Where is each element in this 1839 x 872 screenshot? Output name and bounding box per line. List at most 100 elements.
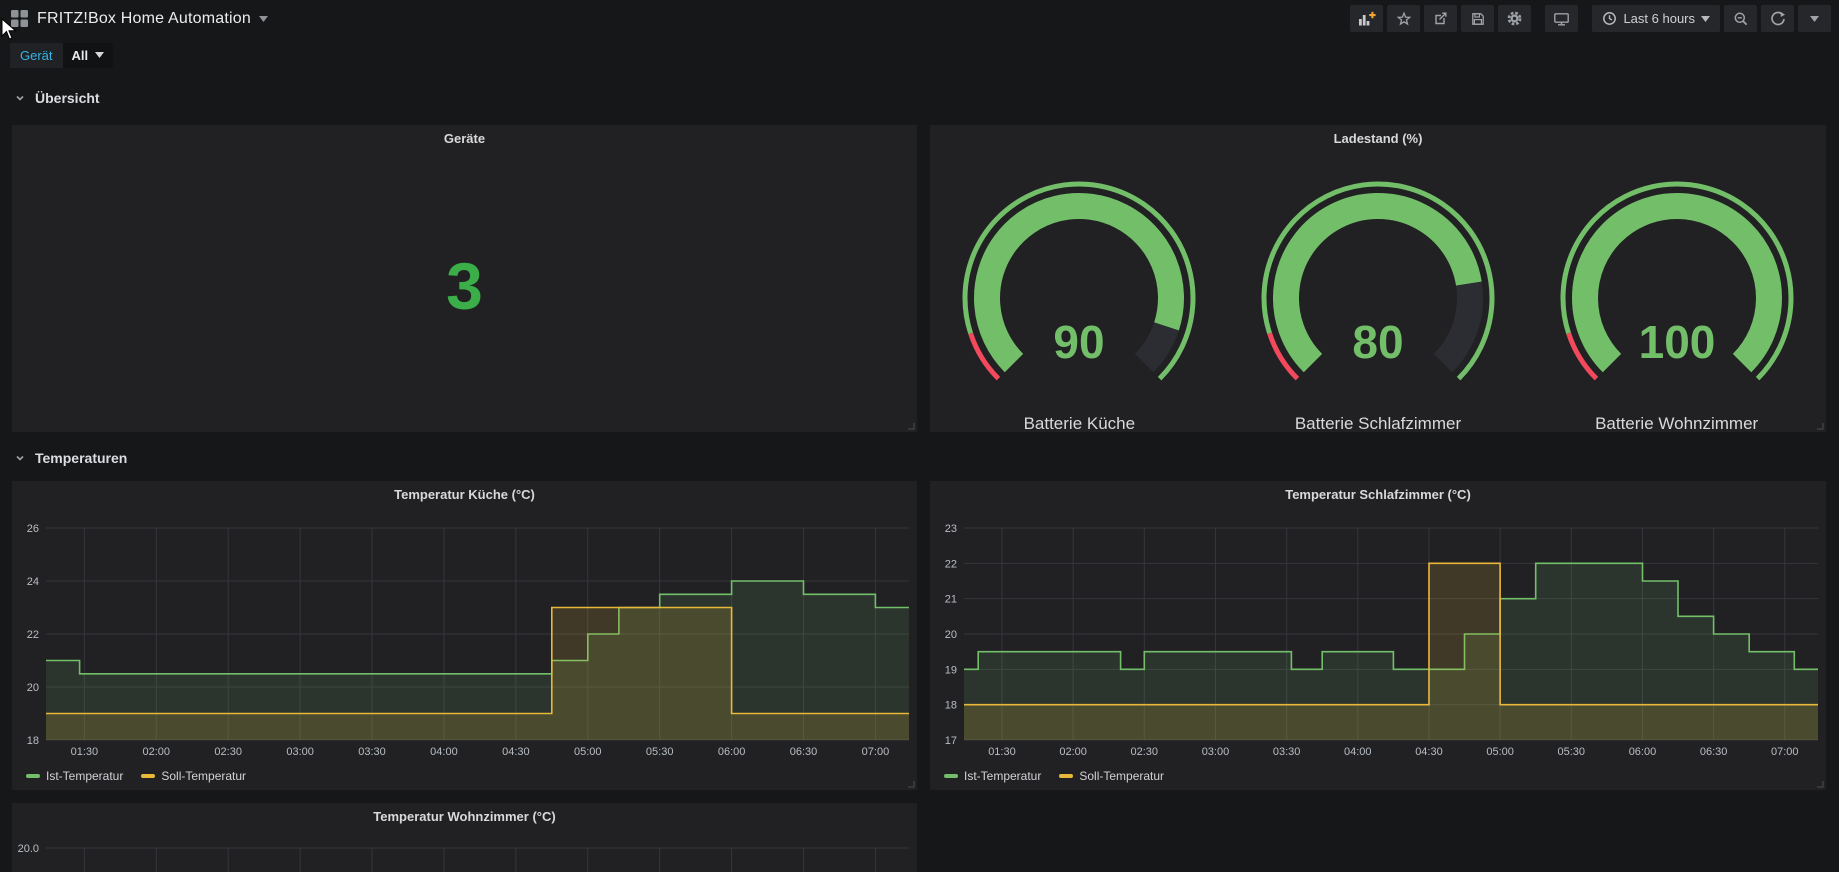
caret-down-icon — [1701, 15, 1710, 22]
variable-value-dropdown[interactable]: All — [62, 42, 114, 68]
svg-text:90: 90 — [1054, 316, 1105, 368]
legend-item[interactable]: Ist-Temperatur — [944, 769, 1041, 783]
refresh-interval-dropdown[interactable] — [1798, 5, 1831, 32]
svg-text:03:30: 03:30 — [358, 746, 386, 758]
svg-text:07:00: 07:00 — [862, 746, 890, 758]
row-header-uebersicht[interactable]: Übersicht — [14, 90, 100, 106]
svg-text:05:00: 05:00 — [1486, 746, 1514, 758]
gauge: 80 Batterie Schlafzimmer — [1230, 163, 1526, 434]
svg-text:24: 24 — [27, 576, 39, 588]
svg-text:02:30: 02:30 — [1131, 746, 1159, 758]
legend-swatch — [944, 774, 958, 778]
svg-text:04:00: 04:00 — [430, 746, 458, 758]
clock-icon — [1603, 12, 1617, 25]
svg-text:06:00: 06:00 — [718, 746, 746, 758]
dashboards-menu-button[interactable] — [10, 9, 29, 28]
svg-text:18: 18 — [945, 700, 957, 712]
zoom-out-time-button[interactable] — [1724, 5, 1757, 32]
svg-text:04:30: 04:30 — [502, 746, 530, 758]
legend-label: Soll-Temperatur — [1079, 769, 1165, 783]
legend-item[interactable]: Soll-Temperatur — [141, 769, 246, 783]
svg-text:01:30: 01:30 — [988, 746, 1016, 758]
variable-label: Gerät — [10, 42, 63, 68]
dashboard-submenu: Gerät All — [0, 37, 1839, 73]
chart-temperatur-wohnzimmer[interactable]: 20.0 — [12, 803, 917, 872]
svg-text:03:30: 03:30 — [1273, 746, 1301, 758]
refresh-icon — [1770, 11, 1785, 25]
chevron-down-icon — [16, 95, 24, 101]
share-dashboard-button[interactable] — [1424, 5, 1458, 32]
add-panel-button[interactable] — [1350, 5, 1384, 32]
panel-resize-handle[interactable] — [907, 780, 915, 788]
svg-text:26: 26 — [27, 523, 39, 535]
panel-title[interactable]: Ladestand (%) — [1333, 131, 1423, 146]
svg-text:02:00: 02:00 — [143, 746, 171, 758]
navbar: FRITZ!Box Home Automation — [0, 0, 1839, 37]
legend-swatch — [1059, 774, 1074, 778]
svg-text:02:30: 02:30 — [214, 746, 242, 758]
svg-text:01:30: 01:30 — [71, 746, 99, 758]
gear-icon — [1508, 11, 1522, 26]
svg-text:04:00: 04:00 — [1344, 746, 1372, 758]
dashboard-settings-button[interactable] — [1498, 5, 1532, 32]
panel-title[interactable]: Geräte — [443, 131, 486, 146]
cycle-view-mode-button[interactable] — [1545, 5, 1579, 32]
add-panel-icon — [1358, 11, 1376, 25]
page-title: FRITZ!Box Home Automation — [37, 9, 251, 27]
row-title: Temperaturen — [35, 450, 128, 466]
gauge-label: Batterie Küche — [1023, 414, 1136, 433]
legend-item[interactable]: Soll-Temperatur — [1059, 769, 1164, 783]
svg-text:02:00: 02:00 — [1059, 746, 1087, 758]
navbar-toolbar: Last 6 hours — [1346, 0, 1831, 37]
chart-legend: Ist-Temperatur Soll-Temperatur — [26, 769, 246, 783]
gauge: 90 Batterie Küche — [931, 163, 1227, 434]
gauge-row: 90 Batterie Küche 80 Batterie Schlafzimmer 1… — [930, 163, 1826, 434]
svg-text:19: 19 — [945, 664, 957, 676]
svg-text:18: 18 — [27, 735, 39, 747]
row-title: Übersicht — [35, 90, 100, 106]
legend-swatch — [26, 774, 40, 778]
dashboard-title-dropdown[interactable]: FRITZ!Box Home Automation — [37, 10, 268, 28]
svg-text:05:00: 05:00 — [574, 746, 602, 758]
svg-text:03:00: 03:00 — [1202, 746, 1230, 758]
panel-temperatur-schlafzimmer: Temperatur Schlafzimmer (°C) 17 18 19 20 21 2… — [930, 481, 1826, 790]
row-header-temperaturen[interactable]: Temperaturen — [14, 450, 127, 466]
svg-text:06:30: 06:30 — [790, 746, 818, 758]
share-icon — [1435, 12, 1447, 24]
time-range-picker[interactable]: Last 6 hours — [1592, 5, 1720, 32]
refresh-button[interactable] — [1761, 5, 1794, 32]
svg-text:06:30: 06:30 — [1700, 746, 1728, 758]
panel-title[interactable]: Temperatur Wohnzimmer (°C) — [373, 809, 556, 824]
panel-resize-handle[interactable] — [907, 422, 915, 430]
chart-temperatur-schlafzimmer[interactable]: 17 18 19 20 21 22 23 01:30 02:00 02:30 03:00 03:30 0… — [930, 481, 1826, 790]
grid-icon — [11, 10, 28, 27]
legend-label: Soll-Temperatur — [161, 769, 247, 783]
template-variable-geraet: Gerät All — [10, 42, 114, 68]
svg-text:17: 17 — [945, 735, 957, 747]
svg-text:06:00: 06:00 — [1629, 746, 1657, 758]
star-icon — [1396, 10, 1412, 25]
svg-text:03:00: 03:00 — [286, 746, 314, 758]
svg-text:22: 22 — [27, 629, 39, 641]
legend-item[interactable]: Ist-Temperatur — [26, 769, 123, 783]
caret-down-icon — [258, 15, 268, 22]
panel-resize-handle[interactable] — [1816, 780, 1824, 788]
gauge: 100 Batterie Wohnzimmer — [1529, 163, 1825, 434]
svg-text:20: 20 — [945, 629, 957, 641]
svg-text:21: 21 — [945, 594, 957, 606]
panel-title[interactable]: Temperatur Küche (°C) — [394, 487, 535, 502]
save-dashboard-button[interactable] — [1461, 5, 1495, 32]
star-dashboard-button[interactable] — [1387, 5, 1421, 32]
svg-text:100: 100 — [1638, 316, 1715, 368]
panel-resize-handle[interactable] — [1816, 422, 1824, 430]
panel-geraete: Geräte 3 — [12, 125, 917, 432]
svg-text:22: 22 — [945, 558, 957, 570]
caret-down-icon — [95, 52, 105, 58]
panel-ladestand: Ladestand (%) 90 Batterie Küche 80 Batterie… — [930, 125, 1826, 434]
tv-monitor-icon — [1554, 12, 1570, 26]
panel-title[interactable]: Temperatur Schlafzimmer (°C) — [1285, 487, 1471, 502]
caret-down-icon — [1810, 15, 1819, 22]
chart-temperatur-kueche[interactable]: 18 20 22 24 26 01:30 02:00 02:30 03:00 03:30 04:00… — [12, 481, 917, 790]
gauge-arc: 80 — [1261, 181, 1495, 381]
